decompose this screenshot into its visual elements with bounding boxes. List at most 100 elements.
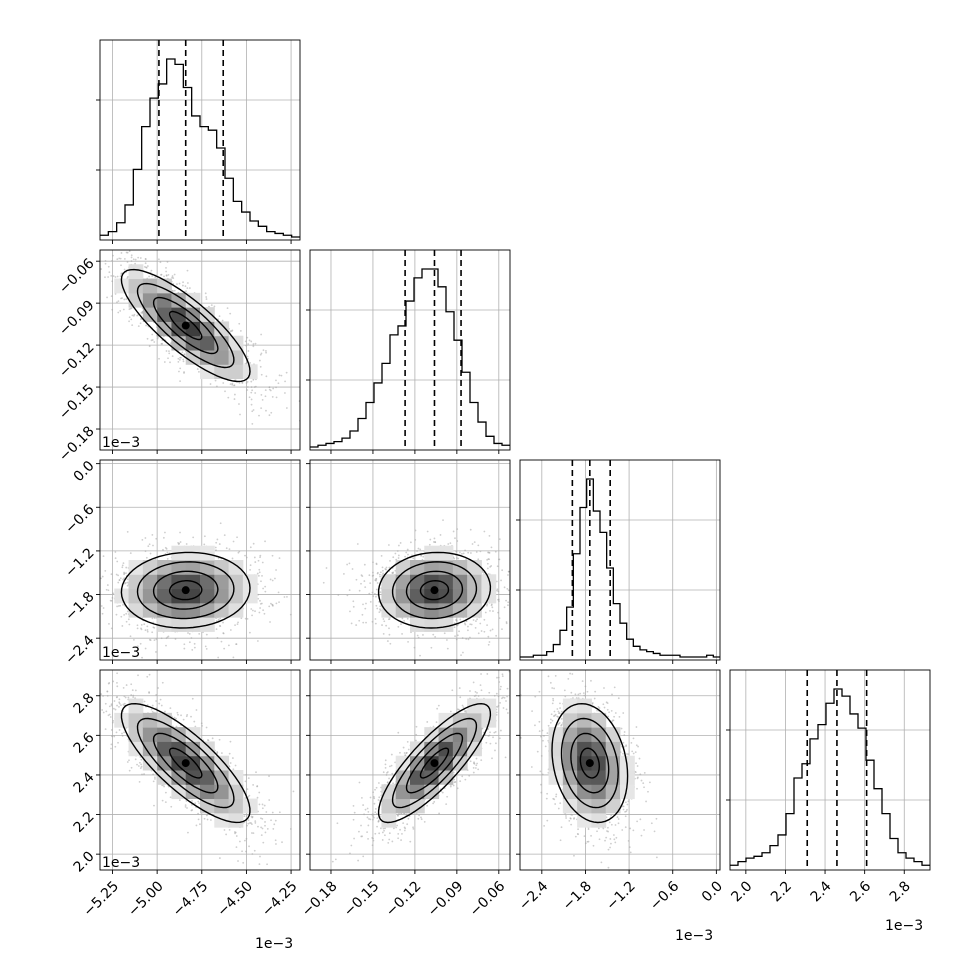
scatter-point xyxy=(246,389,249,391)
scatter-point xyxy=(358,589,361,592)
panel-content xyxy=(100,40,300,240)
scatter-point xyxy=(254,561,257,563)
scatter-point xyxy=(147,545,150,548)
scatter-point xyxy=(150,269,153,272)
scatter-point xyxy=(496,565,499,568)
scatter-point xyxy=(396,550,399,552)
scatter-point xyxy=(252,345,255,348)
scatter-point xyxy=(416,634,419,637)
scatter-point xyxy=(455,638,458,641)
scatter-point xyxy=(140,312,143,314)
scatter-point xyxy=(179,367,182,370)
scatter-point xyxy=(261,398,264,401)
scatter-point xyxy=(375,595,377,598)
scatter-point xyxy=(253,849,256,852)
density-peak xyxy=(430,586,439,595)
scatter-point xyxy=(482,571,485,574)
scatter-point xyxy=(376,582,379,584)
scatter-point xyxy=(458,630,460,633)
scatter-point xyxy=(475,620,477,622)
scatter-point xyxy=(151,275,154,277)
scatter-point xyxy=(268,388,271,391)
scatter-point xyxy=(350,622,353,625)
scatter-point xyxy=(260,373,263,376)
scatter-point xyxy=(190,715,192,718)
scatter-point xyxy=(280,374,283,377)
scatter-point xyxy=(145,324,147,327)
scatter-point xyxy=(154,558,157,561)
scatter-point xyxy=(209,383,212,385)
scatter-point xyxy=(216,538,219,541)
scatter-point xyxy=(249,568,251,571)
density-peak xyxy=(181,586,190,595)
scatter-point xyxy=(488,558,491,561)
scatter-point xyxy=(265,351,267,354)
density-cell xyxy=(214,574,230,590)
scatter-point xyxy=(119,604,122,607)
scatter-point xyxy=(258,611,261,614)
scatter-point xyxy=(271,396,274,398)
scatter-point xyxy=(348,562,351,565)
scatter-point xyxy=(166,551,169,554)
scatter-point xyxy=(256,640,259,642)
scatter-point xyxy=(128,316,131,319)
scatter-point xyxy=(271,579,274,582)
contour-line xyxy=(136,561,235,620)
scatter-point xyxy=(173,289,176,292)
scatter-point xyxy=(240,617,243,620)
scatter-point xyxy=(454,537,456,540)
scatter-point xyxy=(126,276,129,278)
scatter-point xyxy=(490,546,493,549)
scatter-point xyxy=(263,612,266,615)
scatter-point xyxy=(262,349,265,352)
scatter-point xyxy=(469,623,472,626)
scatter-point xyxy=(467,629,469,632)
scatter-point xyxy=(456,540,459,542)
scatter-point xyxy=(245,344,248,347)
density-cell xyxy=(242,574,258,590)
scatter-point xyxy=(244,340,247,343)
scatter-point xyxy=(102,695,104,697)
scatter-point xyxy=(153,626,156,629)
scatter-point xyxy=(89,719,91,721)
scatter-point xyxy=(257,597,260,600)
scatter-point xyxy=(264,395,267,398)
density-cell xyxy=(467,560,482,575)
scatter-point xyxy=(165,644,167,647)
scatter-point xyxy=(216,637,219,639)
scatter-point xyxy=(120,615,123,618)
scatter-point xyxy=(368,574,371,577)
scatter-point xyxy=(186,269,189,272)
scatter-point xyxy=(286,596,288,598)
density-cell xyxy=(424,617,440,632)
scatter-point xyxy=(254,392,257,394)
scatter-point xyxy=(264,590,267,593)
scatter-point xyxy=(187,632,189,634)
scatter-point xyxy=(107,714,110,717)
density-cell xyxy=(128,292,144,308)
scatter-point xyxy=(461,637,464,639)
scatter-point xyxy=(246,355,249,358)
scatter-point xyxy=(458,551,461,554)
panel-frame xyxy=(99,459,301,661)
scatter-point xyxy=(498,538,501,541)
scatter-point xyxy=(182,281,184,284)
scatter-point xyxy=(203,543,206,546)
scatter-point xyxy=(495,580,498,583)
scatter-point xyxy=(150,339,153,342)
scatter-point xyxy=(140,627,142,630)
density-cell xyxy=(381,602,397,618)
scatter-point xyxy=(285,407,288,409)
scatter-point xyxy=(128,623,131,626)
scatter-point xyxy=(91,542,93,544)
scatter-point xyxy=(239,330,242,332)
y-tick-label: −1.2 xyxy=(62,545,97,580)
scatter-point xyxy=(381,569,384,572)
panel-frame xyxy=(309,459,511,661)
scatter-point xyxy=(275,602,278,605)
scatter-point xyxy=(486,567,489,570)
scatter-point xyxy=(278,601,280,603)
scatter-point xyxy=(93,284,95,286)
scatter-point xyxy=(148,345,151,348)
scatter-point xyxy=(467,638,470,641)
